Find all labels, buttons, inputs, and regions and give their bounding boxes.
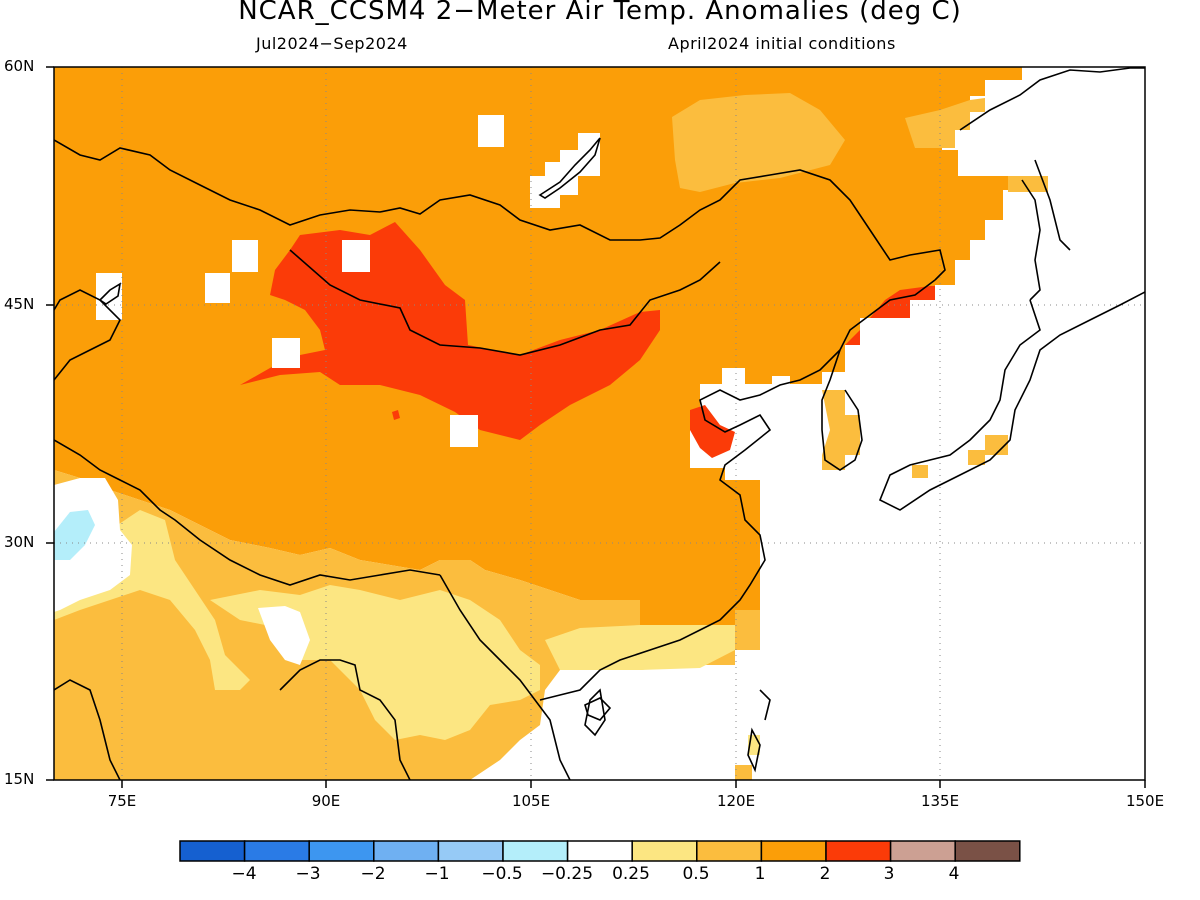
ocean-mask bbox=[745, 67, 1145, 780]
mask-lake-bosten bbox=[272, 338, 300, 368]
map-title: NCAR_CCSM4 2−Meter Air Temp. Anomalies (… bbox=[238, 0, 962, 26]
anomaly-region-2-3-central bbox=[240, 222, 660, 440]
lat-label-60n: 60N bbox=[4, 57, 35, 75]
mask-lake-zaysan bbox=[232, 240, 258, 272]
mask-lake-khovsgol bbox=[478, 115, 504, 147]
colorbar-swatch bbox=[760, 840, 827, 862]
colorbar-swatch bbox=[502, 840, 569, 862]
valid-period: Jul2024−Sep2024 bbox=[256, 34, 408, 53]
colorbar-label: −0.25 bbox=[540, 864, 594, 884]
axis-ticks bbox=[46, 66, 1146, 788]
mask-lake-uvs bbox=[342, 240, 370, 272]
plot-frame bbox=[53, 66, 1146, 781]
colorbar-swatch bbox=[631, 840, 698, 862]
anomaly-region-2-3-tiny bbox=[392, 410, 400, 420]
colorbar-label: −4 bbox=[231, 864, 257, 884]
lat-label-15n: 15N bbox=[4, 770, 35, 788]
colorbar-label: −2 bbox=[360, 864, 386, 884]
colorbar-label: 3 bbox=[883, 864, 895, 884]
lon-label-120e: 120E bbox=[716, 792, 756, 810]
gridlines bbox=[54, 67, 1145, 780]
anomaly-region-neutral-bengal bbox=[258, 606, 310, 665]
anomaly-region-1-2-kyushu bbox=[912, 465, 928, 478]
colorbar-label: 0.5 bbox=[682, 864, 710, 884]
initial-conditions: April2024 initial conditions bbox=[668, 34, 896, 53]
colorbar-swatch bbox=[243, 840, 310, 862]
colorbar-label: −0.5 bbox=[481, 864, 523, 884]
lat-label-45n: 45N bbox=[4, 295, 35, 313]
colorbar-swatch bbox=[437, 840, 504, 862]
colorbar-label: 1 bbox=[754, 864, 766, 884]
colorbar-swatch bbox=[566, 840, 633, 862]
anomaly-region-2-3-manchuria-spot bbox=[690, 405, 735, 458]
colorbar-swatch bbox=[954, 840, 1021, 862]
lat-label-30n: 30N bbox=[4, 533, 35, 551]
anomaly-region-0-5-1-northeast bbox=[905, 98, 985, 148]
colorbar-label: 2 bbox=[819, 864, 831, 884]
colorbar-swatch bbox=[308, 840, 375, 862]
lon-label-135e: 135E bbox=[920, 792, 960, 810]
anomaly-region-1-2-japan bbox=[968, 420, 1008, 465]
lon-label-150e: 150E bbox=[1125, 792, 1165, 810]
lon-label-90e: 90E bbox=[311, 792, 341, 810]
colorbar-label: −3 bbox=[295, 864, 321, 884]
colorbar-label: −1 bbox=[424, 864, 450, 884]
colorbar-label: 0.25 bbox=[612, 864, 650, 884]
anomaly-region-0-5-1-north bbox=[672, 93, 845, 192]
coastlines-borders bbox=[54, 67, 1145, 780]
anomaly-region-0-5-1-taiwan-south bbox=[735, 765, 752, 780]
mask-lake-qinghai bbox=[450, 415, 478, 447]
colorbar-swatch bbox=[696, 840, 763, 862]
colorbar-swatch bbox=[179, 840, 246, 862]
anomaly-region-neutral-pakistan bbox=[54, 478, 132, 612]
colorbar bbox=[179, 840, 1021, 862]
lon-label-75e: 75E bbox=[107, 792, 137, 810]
anomaly-region-cool bbox=[54, 510, 95, 560]
anomaly-region-1-2-sakhalin bbox=[1008, 176, 1048, 192]
colorbar-swatch bbox=[889, 840, 956, 862]
anomaly-region-0-25-0-5-china bbox=[545, 625, 735, 670]
lon-label-105e: 105E bbox=[511, 792, 551, 810]
anomaly-region-1-2-korea-south bbox=[822, 390, 860, 470]
mask-lake-alakol bbox=[205, 273, 230, 303]
colorbar-swatch bbox=[373, 840, 440, 862]
colorbar-label: 4 bbox=[948, 864, 960, 884]
colorbar-swatch bbox=[825, 840, 892, 862]
